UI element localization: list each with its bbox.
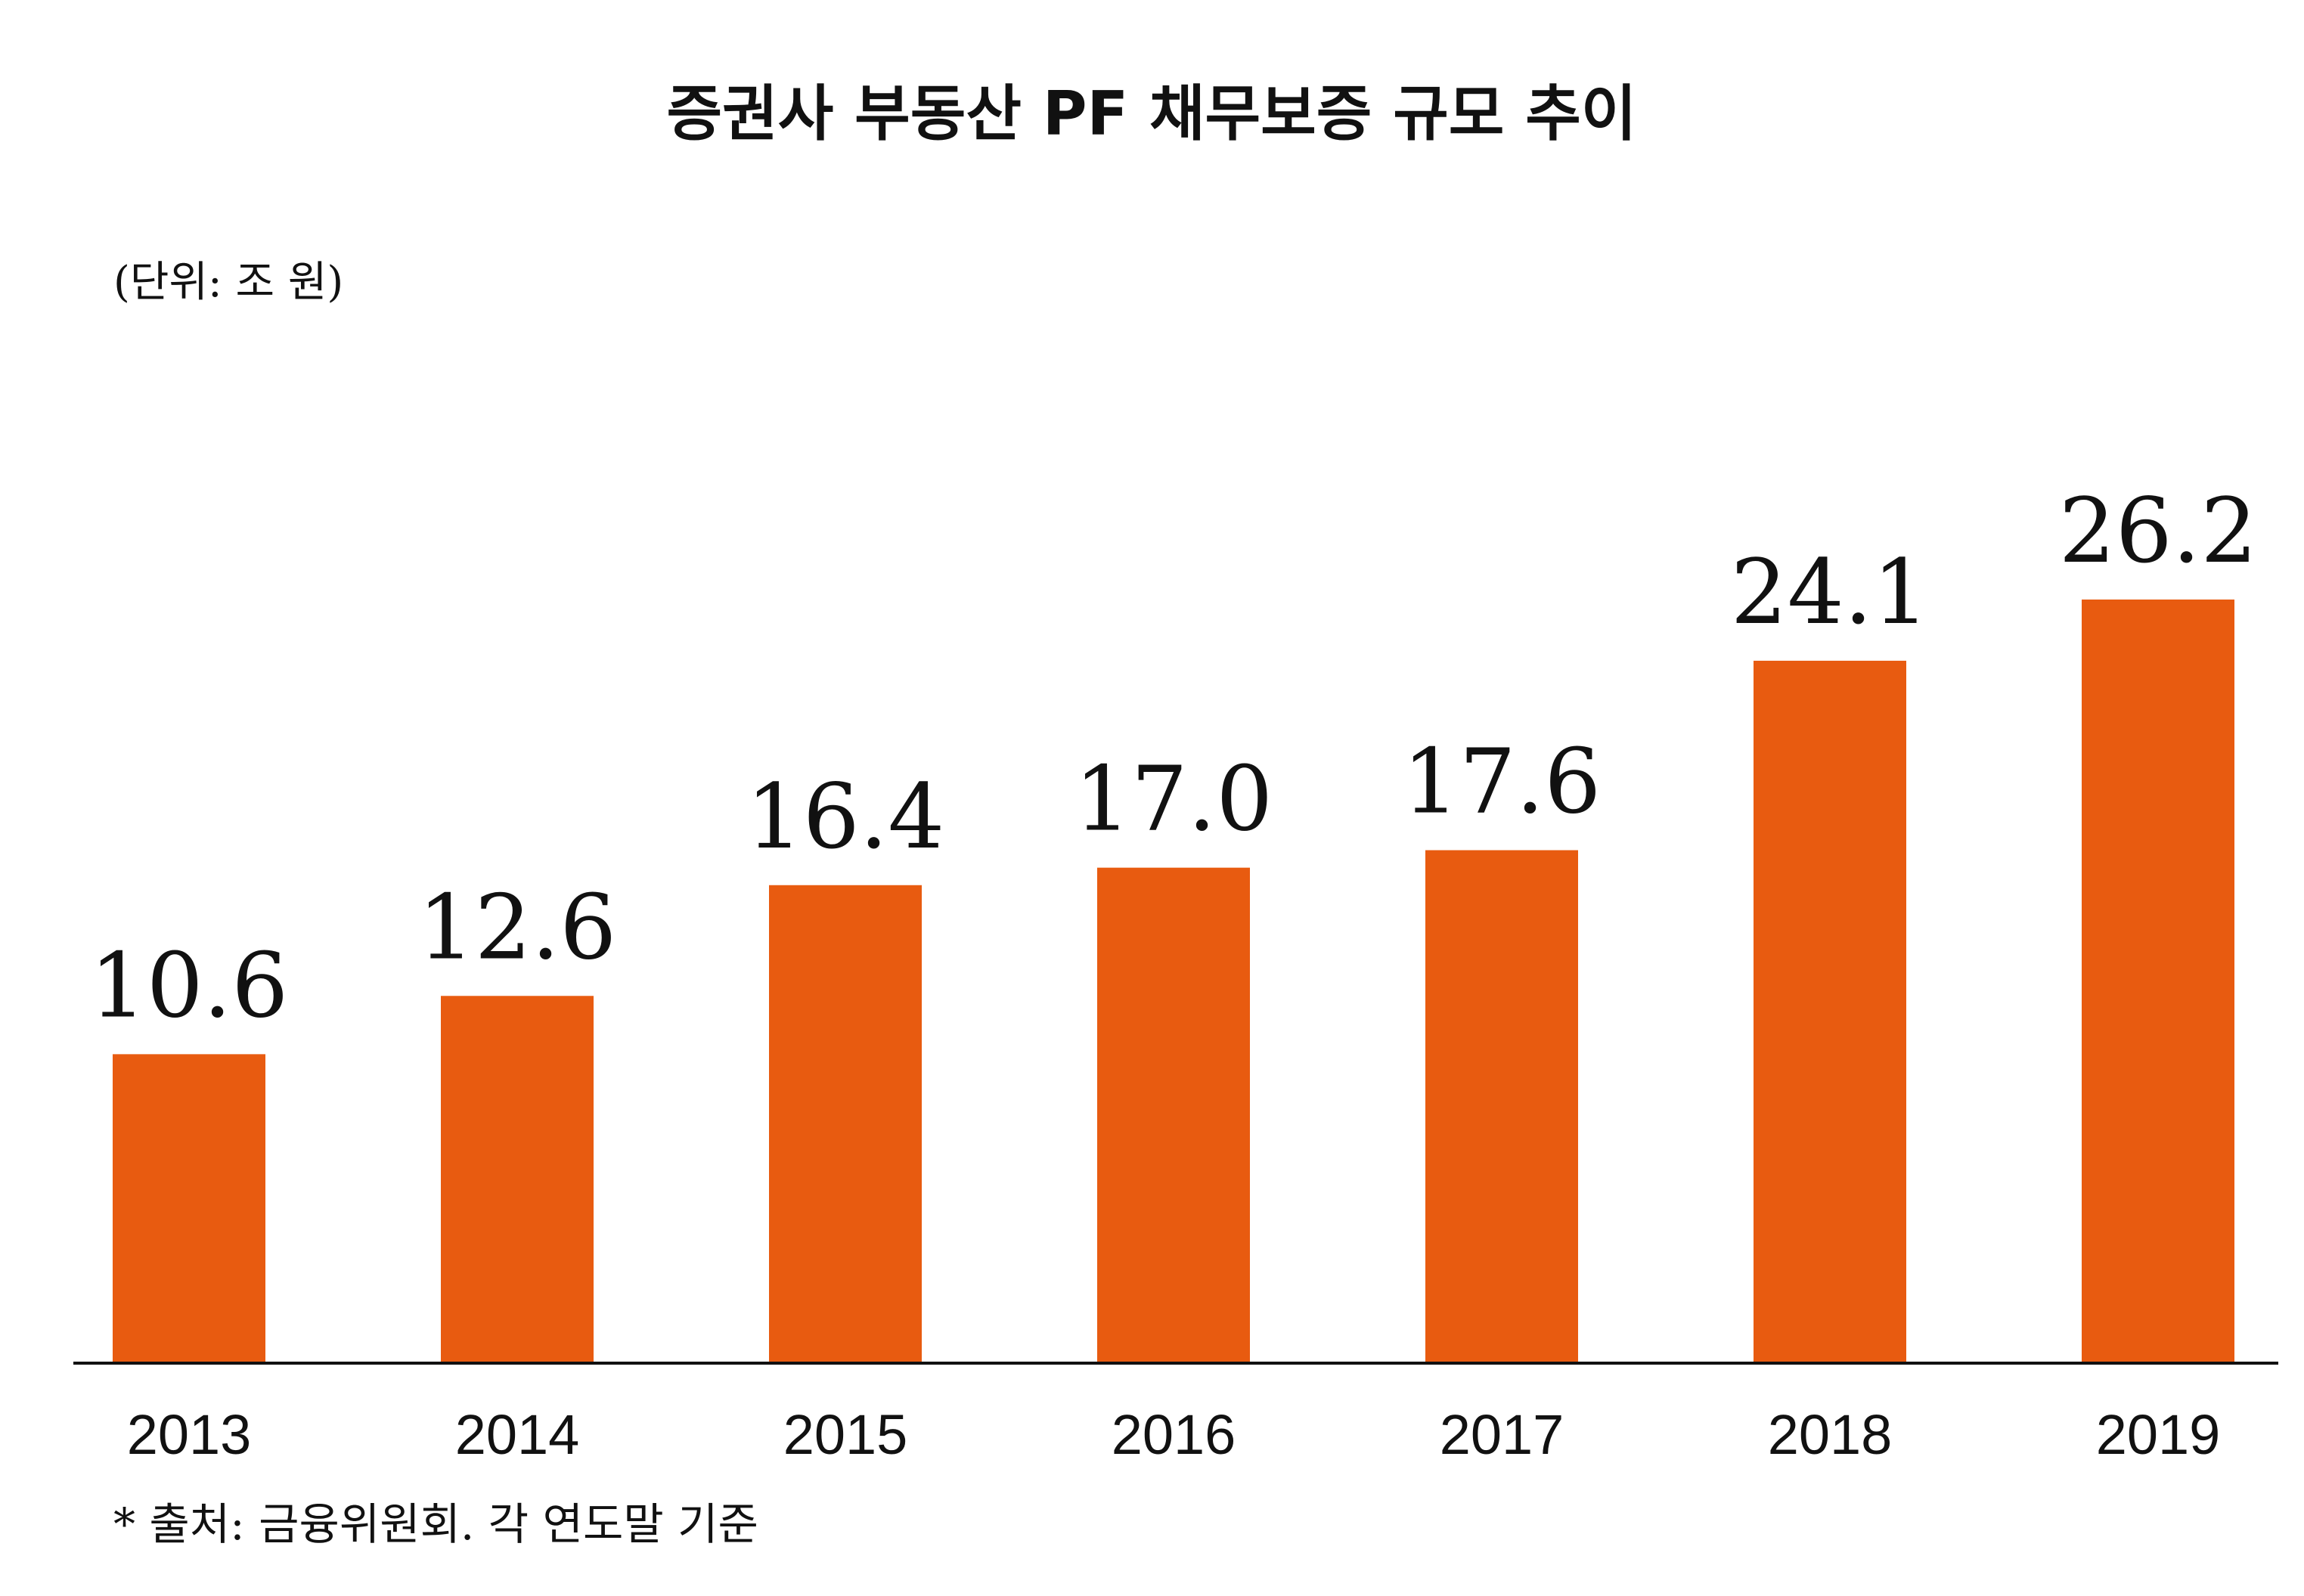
value-label-2019: 26.2 [2059, 479, 2258, 583]
tick-label-2014: 2014 [455, 1403, 580, 1466]
bar-2017 [1425, 850, 1578, 1363]
value-label-2016: 17.0 [1074, 747, 1273, 851]
bar-2016 [1097, 867, 1250, 1363]
value-label-2015: 16.4 [746, 764, 945, 869]
tick-label-2019: 2019 [2096, 1403, 2221, 1466]
x-axis-tick-labels: 2013 2014 2015 2016 2017 2018 2019 [127, 1403, 2221, 1466]
bar-2019 [2082, 599, 2234, 1363]
chart-title: 증권사 부동산 PF 채무보증 규모 추이 [667, 79, 1637, 149]
tick-label-2013: 2013 [127, 1403, 252, 1466]
value-label-2018: 24.1 [1731, 540, 1930, 644]
bar-2018 [1754, 660, 1906, 1363]
tick-label-2015: 2015 [783, 1403, 908, 1466]
value-label-2017: 17.6 [1403, 730, 1602, 834]
tick-label-2018: 2018 [1768, 1403, 1893, 1466]
value-labels: 10.6 12.6 16.4 17.0 17.6 24.1 26.2 [90, 479, 2258, 1037]
bar-2014 [441, 996, 594, 1363]
bar-2013 [113, 1054, 265, 1363]
tick-label-2016: 2016 [1112, 1403, 1236, 1466]
unit-label: (단위: 조 원) [113, 258, 343, 307]
tick-label-2017: 2017 [1440, 1403, 1564, 1466]
bar-2015 [769, 885, 922, 1363]
value-label-2013: 10.6 [90, 933, 289, 1037]
bar-series [113, 599, 2234, 1363]
value-label-2014: 12.6 [418, 875, 617, 979]
source-note: * 출처: 금융위원회. 각 연도말 기준 [113, 1498, 758, 1550]
